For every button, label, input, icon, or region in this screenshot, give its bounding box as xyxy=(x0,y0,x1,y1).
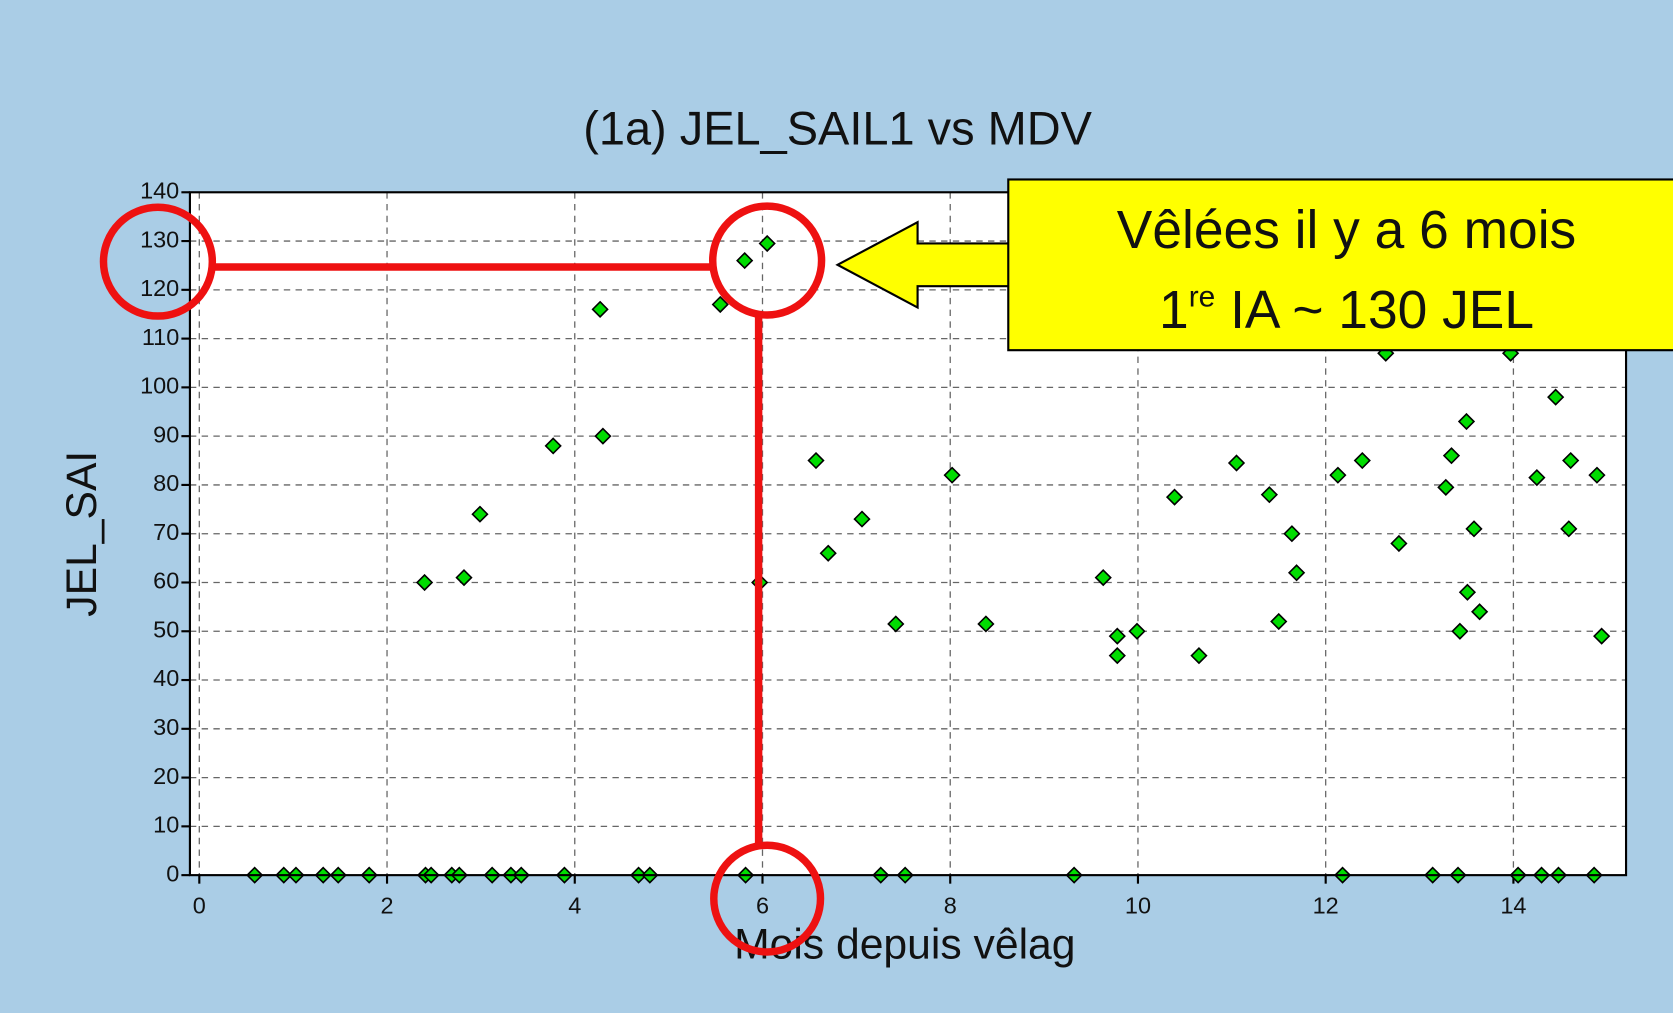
x-tick-label: 2 xyxy=(381,892,394,918)
point xyxy=(544,437,562,455)
callout-box xyxy=(1007,178,1673,352)
point xyxy=(1287,564,1306,582)
y-tick-label: 60 xyxy=(153,568,179,594)
y-tick-label: 30 xyxy=(153,714,179,740)
point xyxy=(1108,627,1126,645)
y-tick-label: 100 xyxy=(140,373,179,399)
point xyxy=(1588,466,1606,484)
point xyxy=(1165,488,1184,506)
point xyxy=(1128,622,1146,640)
y-tick-label: 140 xyxy=(140,177,179,203)
point xyxy=(1562,451,1580,470)
point xyxy=(1283,525,1301,543)
point xyxy=(1390,534,1408,553)
point xyxy=(1270,612,1288,631)
highlight: Vêlées il y a 6 mois 1re IA ~ 130 JEL xyxy=(99,178,1673,956)
callout-text: 1 xyxy=(1159,281,1189,340)
point xyxy=(1227,454,1246,472)
highlight-circle xyxy=(99,203,217,320)
y-axis-label: JEL_SAI xyxy=(58,451,106,617)
x-tick-label: 10 xyxy=(1125,892,1151,918)
point xyxy=(471,505,489,523)
point xyxy=(415,573,434,592)
highlight-circle xyxy=(708,202,826,319)
point xyxy=(591,300,609,318)
point xyxy=(594,427,612,445)
point xyxy=(1465,520,1483,538)
chart-title: (1a) JEL_SAIL1 vs MDV xyxy=(583,102,1092,154)
y-tick-label: 90 xyxy=(153,421,179,447)
y-tick-label: 10 xyxy=(153,812,179,838)
point xyxy=(887,615,905,633)
point xyxy=(1528,469,1546,487)
x-tick-label: 8 xyxy=(944,892,957,918)
point xyxy=(1329,466,1347,484)
point xyxy=(943,466,961,484)
point xyxy=(1458,583,1477,601)
point xyxy=(1190,647,1208,665)
x-tick-label: 4 xyxy=(568,892,581,918)
point xyxy=(1437,478,1455,496)
point xyxy=(1593,627,1611,645)
point xyxy=(1451,622,1469,640)
point xyxy=(1094,569,1112,587)
x-tick-label: 6 xyxy=(756,892,769,918)
callout-text: 1re IA ~ 130 JEL xyxy=(1159,280,1534,339)
point xyxy=(853,510,871,528)
y-tick-label: 110 xyxy=(142,324,179,350)
point xyxy=(977,615,995,633)
y-tick-label: 120 xyxy=(140,275,179,301)
point xyxy=(736,251,754,270)
point xyxy=(1353,451,1371,470)
point xyxy=(1442,447,1461,465)
y-tick-label: 130 xyxy=(140,226,179,252)
highlight-circle xyxy=(710,841,825,956)
callout-text: IA ~ 130 JEL xyxy=(1215,281,1534,340)
point xyxy=(1471,603,1489,621)
x-axis-label: Mois depuis vêlag xyxy=(734,920,1075,968)
y-tick-label: 40 xyxy=(153,665,179,691)
point xyxy=(1547,388,1565,406)
point xyxy=(819,544,837,562)
x-tick-label: 14 xyxy=(1500,892,1526,918)
x-tick-label: 0 xyxy=(193,892,206,918)
y-tick-label: 70 xyxy=(153,519,179,545)
point xyxy=(1560,520,1578,538)
point xyxy=(1108,647,1126,665)
y-tick-label: 0 xyxy=(166,860,179,886)
point xyxy=(711,295,729,314)
plot-frame xyxy=(188,191,1628,877)
x-tick-label: 12 xyxy=(1313,892,1339,918)
callout-text: Vêlées il y a 6 mois xyxy=(1117,201,1576,260)
y-tick-label: 80 xyxy=(153,470,179,496)
point xyxy=(758,234,776,253)
y-tick-label: 50 xyxy=(153,616,179,642)
point xyxy=(1457,412,1476,431)
y-tick-label: 20 xyxy=(153,763,179,789)
point xyxy=(807,451,825,470)
point xyxy=(1260,486,1278,504)
point xyxy=(455,569,473,587)
callout-superscript: re xyxy=(1189,280,1216,313)
